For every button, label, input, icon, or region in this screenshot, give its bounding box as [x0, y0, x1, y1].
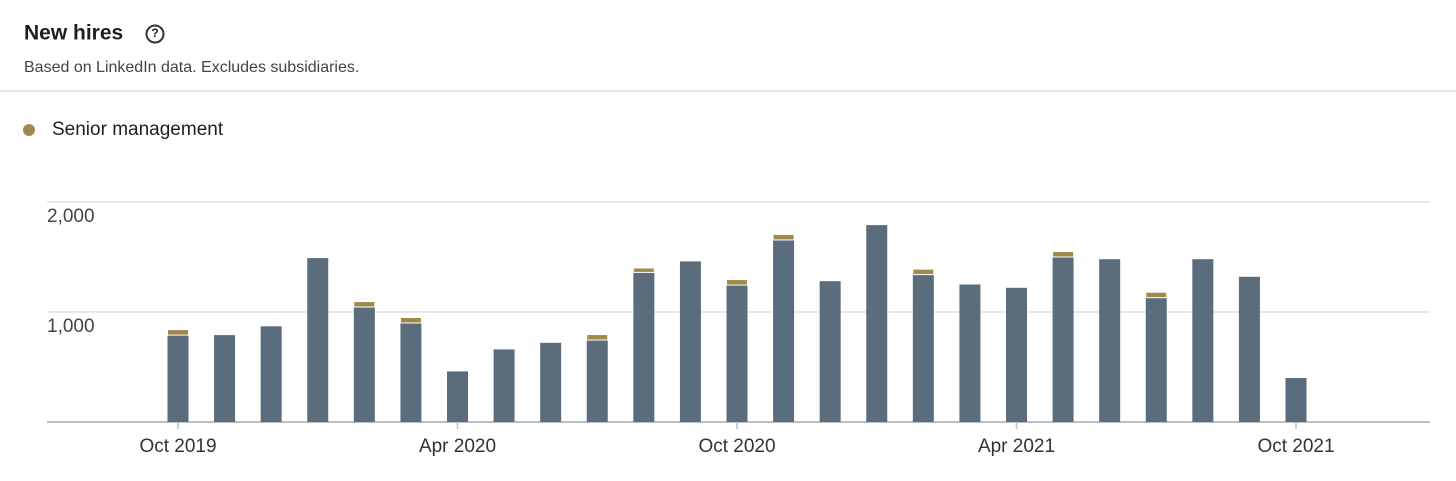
bar: [353, 301, 376, 308]
bar: [866, 225, 888, 422]
bar: [1099, 259, 1121, 422]
legend-marker: [23, 124, 35, 136]
bar: [1238, 276, 1260, 422]
y-tick-label: 1,000: [47, 316, 95, 337]
bar: [726, 279, 748, 286]
bar: [1006, 287, 1027, 422]
bar: [772, 233, 795, 241]
bar: [493, 349, 515, 422]
chart-subtitle: Based on LinkedIn data. Excludes subsidi…: [24, 59, 359, 76]
x-tick-label: Oct 2019: [139, 436, 216, 457]
bar: [167, 329, 189, 336]
bar: [586, 334, 609, 341]
bar: [959, 284, 981, 422]
x-tick-label: Apr 2020: [419, 436, 496, 457]
bar: [1192, 259, 1214, 422]
chart-title: New hires: [24, 22, 123, 45]
bar: [399, 317, 422, 324]
x-tick-label: Oct 2020: [698, 436, 775, 457]
bar: [1285, 378, 1307, 422]
bar: [1052, 257, 1074, 422]
bar: [632, 267, 655, 273]
y-tick-label: 2,000: [47, 206, 95, 227]
bar: [1145, 291, 1168, 299]
bar: [586, 340, 608, 422]
bar: [167, 335, 189, 422]
bar: [912, 274, 934, 422]
bar: [214, 335, 236, 422]
x-tick-label: Apr 2021: [978, 436, 1055, 457]
bar: [540, 342, 562, 422]
x-tick-label: Oct 2021: [1257, 436, 1334, 457]
bar: [819, 281, 841, 422]
legend-label: Senior management: [52, 119, 224, 140]
bar: [633, 272, 655, 422]
bar: [1145, 297, 1167, 422]
help-icon[interactable]: ?: [145, 24, 165, 44]
bar: [679, 261, 701, 422]
help-icon-glyph: ?: [151, 26, 158, 40]
bar: [353, 307, 375, 422]
bar: [1052, 251, 1075, 258]
bar: [726, 285, 748, 422]
bar: [400, 323, 422, 422]
bar: [773, 239, 795, 422]
bar: [447, 371, 468, 422]
bar: [307, 258, 329, 422]
bar: [912, 268, 935, 276]
bar: [260, 326, 282, 422]
